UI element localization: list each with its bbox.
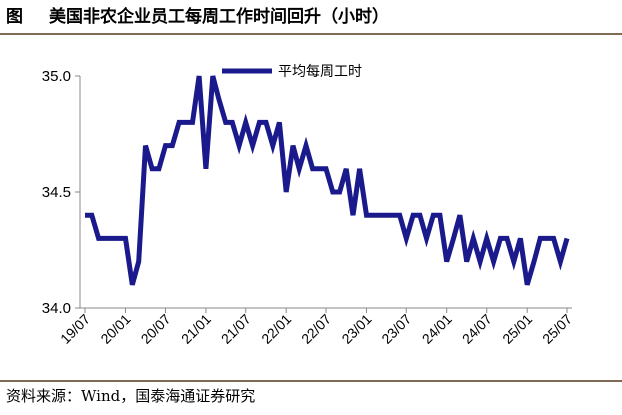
line-chart: 34.0 34.5 35.0 19/07 20/01 20/07 21/01 21/07 22… (42, 64, 575, 347)
x-tick-label: 20/01 (97, 311, 133, 347)
x-tick-label: 23/07 (378, 311, 414, 347)
y-tick-label: 34.5 (42, 184, 71, 201)
figure-title: 美国非农企业员工每周工作时间回升（小时） (49, 7, 389, 27)
figure-label: 图 (6, 7, 23, 27)
axes (79, 76, 572, 309)
x-tick-label: 24/01 (419, 311, 455, 347)
legend-label: 平均每周工时 (278, 64, 362, 80)
x-tick-label: 21/07 (218, 311, 254, 347)
title-divider (0, 33, 622, 35)
x-tick-label: 21/01 (178, 311, 214, 347)
y-axis-ticks: 34.0 34.5 35.0 (42, 68, 80, 317)
x-axis-ticks: 19/07 20/01 20/07 21/01 21/07 22/01 22/07 23/01… (57, 308, 575, 347)
x-tick-label: 23/01 (338, 311, 374, 347)
source-divider (0, 380, 622, 382)
chart-title: 图 美国非农企业员工每周工作时间回升（小时） (6, 4, 616, 30)
x-tick-label: 22/01 (258, 311, 294, 347)
x-tick-label: 25/07 (539, 311, 575, 347)
y-tick-label: 34.0 (42, 300, 71, 317)
x-tick-label: 20/07 (138, 311, 174, 347)
legend: 平均每周工时 (222, 64, 362, 80)
series-line (85, 75, 570, 286)
x-tick-label: 25/01 (499, 311, 535, 347)
x-tick-label: 24/07 (459, 311, 495, 347)
x-tick-label: 22/07 (298, 311, 334, 347)
y-tick-label: 35.0 (42, 68, 71, 85)
source-note: 资料来源：Wind，国泰海通证券研究 (6, 387, 256, 405)
